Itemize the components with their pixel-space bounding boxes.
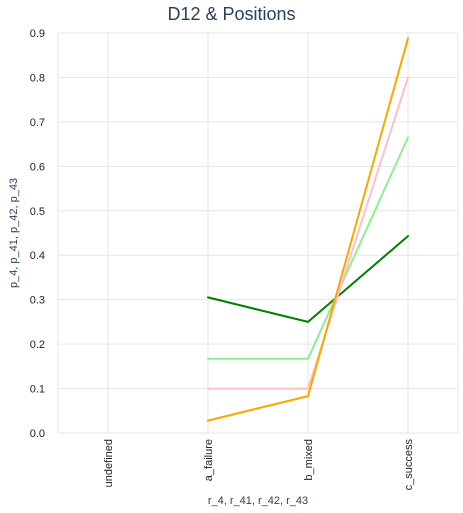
grid-lines — [58, 32, 458, 434]
y-tick-label: 0.3 — [30, 295, 45, 307]
chart-title: D12 & Positions — [167, 4, 295, 24]
x-tick-labels: undefined a_failure b_mixed c_success — [103, 439, 415, 491]
x-tick-label: a_failure — [203, 439, 215, 481]
y-tick-label: 0.7 — [30, 117, 45, 129]
x-tick-label: undefined — [103, 439, 115, 487]
y-tick-labels: 0.0 0.1 0.2 0.3 0.4 0.5 0.6 0.7 0.8 0.9 — [30, 28, 45, 440]
series-line — [207, 76, 409, 390]
x-tick-label: c_success — [403, 439, 415, 491]
y-tick-label: 0.4 — [30, 250, 45, 262]
y-tick-label: 0.0 — [30, 428, 45, 440]
series-line — [207, 136, 409, 360]
y-tick-label: 0.1 — [30, 384, 45, 396]
series-line — [207, 37, 409, 422]
y-tick-label: 0.8 — [30, 72, 45, 84]
y-tick-label: 0.6 — [30, 161, 45, 173]
y-axis-label: p_4, p_41, p_42, p_43 — [8, 178, 20, 288]
series-lines — [207, 37, 409, 422]
y-tick-label: 0.2 — [30, 339, 45, 351]
x-tick-label: b_mixed — [303, 439, 315, 481]
series-line — [207, 235, 409, 323]
x-axis-label: r_4, r_41, r_42, r_43 — [208, 495, 308, 507]
y-tick-label: 0.5 — [30, 206, 45, 218]
axes — [57, 33, 459, 434]
y-tick-label: 0.9 — [30, 28, 45, 40]
